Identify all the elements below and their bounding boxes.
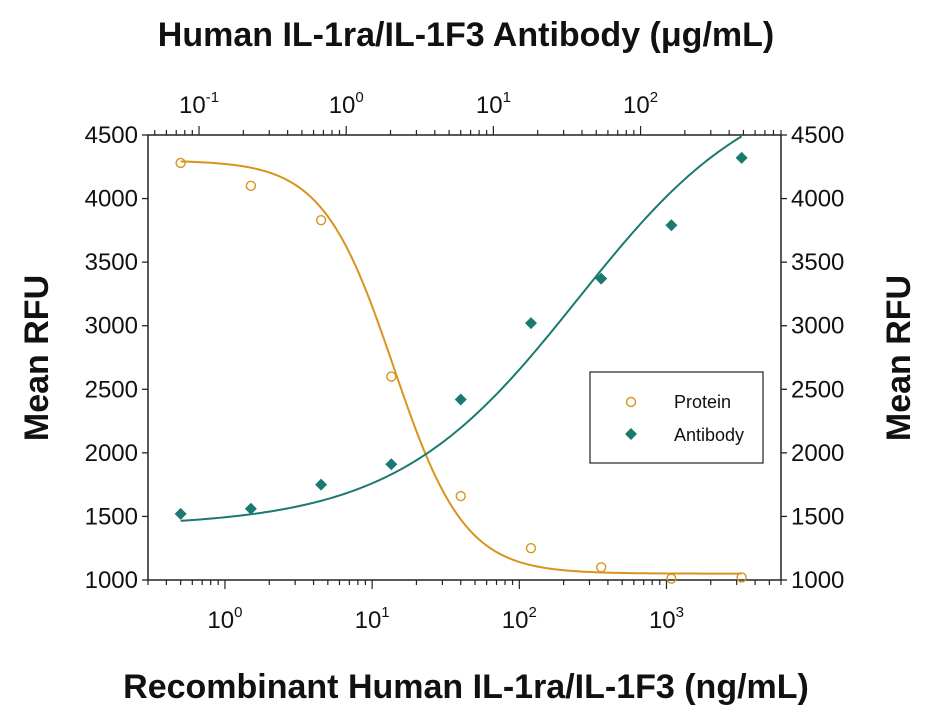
x-axis-tick-label: 100 xyxy=(207,604,242,634)
y-tick-label-left: 3000 xyxy=(85,313,138,340)
plot-frame xyxy=(147,134,782,581)
data-point-protein xyxy=(736,572,747,583)
y-axis-label-right: Mean RFU xyxy=(880,275,918,441)
data-point-protein xyxy=(525,543,537,554)
data-point-antibody xyxy=(244,502,257,515)
y-tick-label-left: 1500 xyxy=(85,503,138,530)
y-tick-label-left: 2500 xyxy=(85,376,138,403)
y-tick-label-right: 2500 xyxy=(791,376,844,403)
y-tick-label-left: 3500 xyxy=(85,249,138,276)
top-axis-tick-label: 10-1 xyxy=(179,89,219,119)
data-point-protein xyxy=(175,157,186,169)
top-axis-tick-label: 100 xyxy=(329,89,364,119)
legend-box xyxy=(589,371,764,464)
x-axis-label: Recombinant Human IL-1ra/IL-1F3 (ng/mL) xyxy=(123,668,809,706)
y-tick-label-right: 4000 xyxy=(791,186,844,213)
y-tick-label-right: 1500 xyxy=(791,503,844,530)
fit-curve-protein xyxy=(180,160,742,575)
y-tick-label-right: 4500 xyxy=(791,122,844,149)
x-axis-tick-label: 101 xyxy=(355,604,390,634)
y-tick-label-left: 4000 xyxy=(85,186,138,213)
top-axis-ticks: 10-1 100 101 102 xyxy=(154,89,782,135)
y-tick-label-left: 1000 xyxy=(85,567,138,594)
fit-curves xyxy=(180,135,743,575)
x-axis-tick-label: 102 xyxy=(502,604,537,634)
top-axis-tick-label: 101 xyxy=(476,89,511,119)
legend: Protein Antibody xyxy=(589,371,764,464)
x-axis-ticks: 100 101 102 103 xyxy=(147,580,782,634)
y-tick-label-right: 2000 xyxy=(791,440,844,467)
y-tick-label-left: 2000 xyxy=(85,440,138,467)
fit-curve-antibody xyxy=(180,135,743,522)
data-point-antibody xyxy=(385,458,398,471)
data-point-antibody xyxy=(595,272,608,285)
y-tick-label-right: 3500 xyxy=(791,249,844,276)
data-point-protein xyxy=(386,371,397,382)
top-axis-tick-label: 102 xyxy=(623,89,658,119)
x-axis-tick-label: 103 xyxy=(649,604,684,634)
legend-marker-antibody xyxy=(625,428,637,440)
data-point-antibody xyxy=(174,507,187,520)
y-axis-label-left: Mean RFU xyxy=(18,275,56,441)
y-tick-label-right: 3000 xyxy=(791,313,844,340)
data-point-protein xyxy=(666,573,677,584)
data-point-antibody xyxy=(735,151,748,164)
legend-marker-protein xyxy=(625,396,637,408)
legend-label-antibody: Antibody xyxy=(674,425,744,445)
y-tick-label-right: 1000 xyxy=(791,567,844,594)
data-point-protein xyxy=(245,180,257,192)
data-point-antibody xyxy=(315,478,328,491)
chart-title: Human IL-1ra/IL-1F3 Antibody (μg/mL) xyxy=(158,16,774,54)
data-point-antibody xyxy=(665,219,678,232)
data-point-protein xyxy=(315,214,327,226)
data-point-protein xyxy=(455,490,466,502)
data-points xyxy=(174,151,748,584)
y-tick-label-left: 4500 xyxy=(85,122,138,149)
data-point-antibody xyxy=(454,393,467,406)
data-point-antibody xyxy=(524,317,537,330)
data-point-protein xyxy=(595,562,607,573)
legend-label-protein: Protein xyxy=(674,392,731,412)
y-axis-ticks: 1000 1000 1500 1500 2000 2000 2500 2500 3000 3000… xyxy=(85,122,845,594)
